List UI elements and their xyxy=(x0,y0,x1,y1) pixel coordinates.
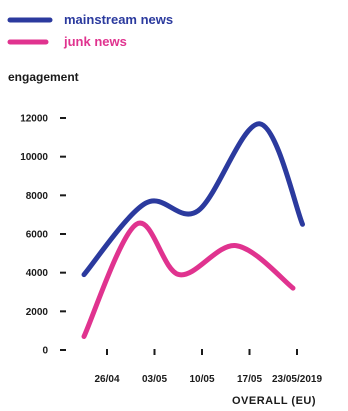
series-line-junk-news xyxy=(81,220,296,339)
series-line-mainstream-news xyxy=(81,121,305,278)
x-tick-label: 23/05/2019 xyxy=(272,374,322,385)
chart-footer: OVERALL (EU) xyxy=(232,395,316,407)
x-axis-ticks: 26/04 03/05 10/05 17/05 23/05/2019 xyxy=(94,349,322,385)
y-tick-label: 4000 xyxy=(26,268,49,279)
y-tick-label: 12000 xyxy=(20,114,48,125)
legend-label-junk-news: junk news xyxy=(63,34,127,49)
legend: mainstream news junk news xyxy=(7,12,173,49)
legend-label-mainstream-news: mainstream news xyxy=(64,12,173,27)
series-layer xyxy=(81,121,305,339)
x-tick-label: 17/05 xyxy=(237,374,262,385)
y-axis-ticks: 0 2000 4000 6000 8000 10000 12000 xyxy=(20,114,66,357)
x-tick-label: 26/04 xyxy=(94,374,119,385)
y-tick-label: 8000 xyxy=(26,191,49,202)
x-tick-label: 10/05 xyxy=(189,374,214,385)
y-tick-label: 10000 xyxy=(20,152,48,163)
y-tick-label: 2000 xyxy=(26,307,49,318)
y-tick-label: 6000 xyxy=(26,230,49,241)
y-axis-title: engagement xyxy=(8,70,79,84)
y-tick-label: 0 xyxy=(42,346,48,357)
x-tick-label: 03/05 xyxy=(142,374,167,385)
